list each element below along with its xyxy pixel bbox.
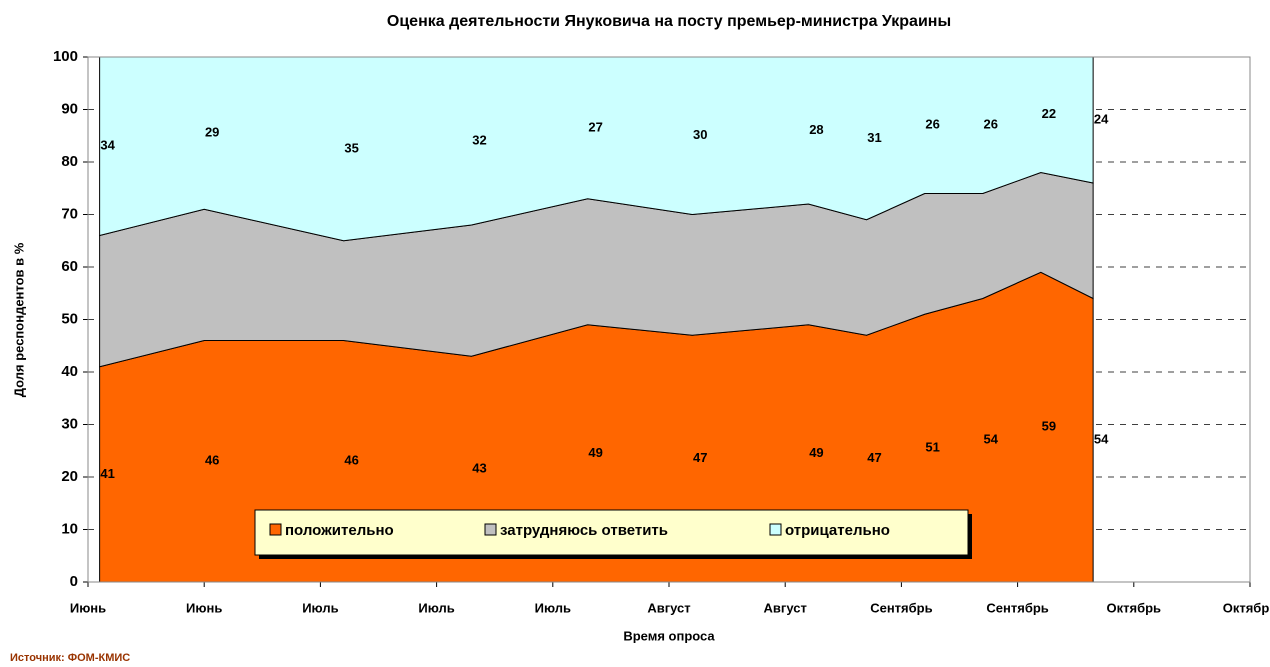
data-label: 54 (1094, 432, 1109, 447)
data-label: 54 (984, 432, 999, 447)
source: Источник: ФОМ-КМИС (10, 652, 130, 664)
y-tick-label: 10 (61, 520, 78, 537)
x-tick-label: Октябрь (1223, 600, 1270, 615)
y-tick-label: 70 (61, 205, 78, 222)
data-label: 29 (205, 125, 219, 140)
data-label: 43 (472, 461, 486, 476)
data-label: 28 (809, 122, 823, 137)
legend-label: положительно (285, 522, 394, 539)
y-tick-label: 90 (61, 100, 78, 117)
x-tick-label: Июнь (186, 600, 222, 615)
legend-box (254, 509, 969, 556)
y-tick-label: 60 (61, 258, 78, 275)
x-tick-label: Сентябрь (870, 600, 932, 615)
x-tick-label: Август (647, 600, 690, 615)
data-label: 47 (693, 450, 707, 465)
y-tick-label: 40 (61, 363, 78, 380)
legend-label: отрицательно (785, 522, 890, 539)
y-tick-label: 0 (70, 573, 78, 590)
data-label: 41 (100, 466, 114, 481)
data-label: 26 (984, 117, 998, 132)
data-label: 47 (867, 450, 881, 465)
x-tick-label: Июль (302, 600, 338, 615)
data-label: 46 (344, 453, 358, 468)
data-label: 22 (1042, 106, 1056, 121)
y-tick-label: 30 (61, 415, 78, 432)
data-label: 31 (867, 130, 881, 145)
data-label: 35 (344, 140, 358, 155)
data-label: 34 (100, 138, 115, 153)
legend-swatch (769, 523, 782, 536)
data-label: 24 (1094, 111, 1109, 126)
x-tick-label: Июль (535, 600, 571, 615)
x-axis-label: Время опроса (623, 628, 715, 643)
legend-swatch (484, 523, 497, 536)
data-label: 27 (588, 119, 602, 134)
data-label: 59 (1042, 419, 1056, 434)
data-label: 49 (588, 445, 602, 460)
data-label: 49 (809, 445, 823, 460)
y-axis-label: Доля респондентов в % (11, 242, 26, 397)
plot-border (87, 56, 1251, 583)
y-tick-label: 20 (61, 468, 78, 485)
data-label: 30 (693, 127, 707, 142)
x-tick-label: Июнь (70, 600, 106, 615)
legend-label: затрудняюсь ответить (500, 522, 668, 539)
legend: положительно затрудняюсь ответить отрицате… (254, 509, 972, 559)
y-tick-label: 100 (53, 48, 78, 65)
y-tick-label: 50 (61, 310, 78, 327)
x-tick-label: Октябрь (1107, 600, 1162, 615)
data-label: 46 (205, 453, 219, 468)
x-tick-label: Сентябрь (986, 600, 1048, 615)
x-tick-label: Июль (418, 600, 454, 615)
data-label: 32 (472, 132, 486, 147)
chart-title: Оценка деятельности Януковича на посту п… (387, 13, 951, 30)
y-tick-label: 80 (61, 153, 78, 170)
data-label: 26 (925, 117, 939, 132)
data-label: 51 (925, 440, 939, 455)
x-tick-label: Август (764, 600, 807, 615)
legend-swatch (269, 523, 282, 536)
